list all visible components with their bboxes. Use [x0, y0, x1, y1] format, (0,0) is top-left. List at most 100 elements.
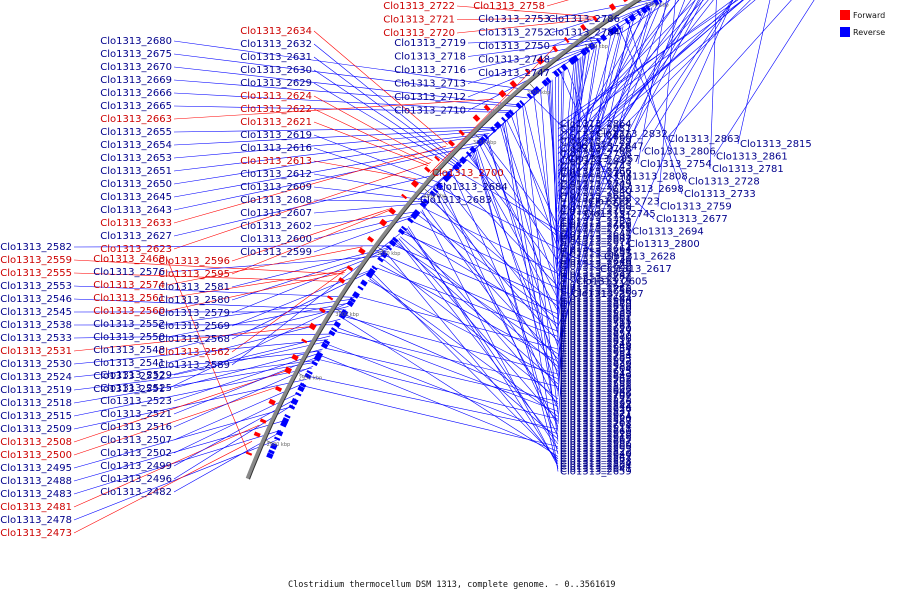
connector-line — [173, 162, 432, 250]
reverse-gene-feature — [333, 320, 341, 328]
gene-label: Clo1313_2691 — [560, 347, 632, 358]
reverse-gene-feature — [282, 417, 290, 423]
connector-line — [533, 95, 559, 280]
connector-line — [441, 186, 559, 437]
gene-label: Clo1313_2733 — [684, 189, 756, 200]
gene-label: Clo1313_2594 — [560, 459, 632, 470]
forward-gene-feature — [483, 104, 491, 112]
gene-label: Clo1313_2632 — [240, 39, 312, 50]
reverse-gene-feature — [556, 68, 563, 75]
reverse-gene-feature — [380, 250, 389, 259]
gene-label: Clo1313_2483 — [0, 489, 72, 500]
gene-label: Clo1313_2750 — [478, 41, 550, 52]
gene-label: Clo1313_2832 — [596, 129, 668, 140]
connector-line — [557, 27, 622, 272]
gene-label: Clo1313_2689 — [560, 299, 632, 310]
gene-label: Clo1313_2741 — [560, 212, 632, 223]
connector-line — [657, 0, 676, 207]
gene-label: Clo1313_2758 — [473, 1, 545, 12]
forward-gene-feature — [358, 247, 366, 255]
connector-line — [73, 379, 306, 430]
genome-title: Clostridium thermocellum DSM 1313, compl… — [288, 580, 616, 590]
gene-label: Clo1313_2730 — [560, 304, 632, 315]
gene-label: Clo1313_2542 — [560, 452, 632, 463]
scale-tick — [529, 83, 535, 89]
gene-label: Clo1313_2714 — [560, 174, 632, 185]
reverse-gene-feature — [455, 161, 463, 168]
backbone-ring — [245, 0, 642, 480]
gene-label: Clo1313_2680 — [100, 36, 172, 47]
forward-gene-feature — [367, 236, 375, 243]
gene-label: Clo1313_2644 — [560, 294, 632, 305]
reverse-gene-feature — [304, 372, 312, 380]
forward-gene-feature — [319, 307, 326, 314]
reverse-gene-feature — [290, 397, 299, 406]
connector-line — [313, 216, 414, 253]
gene-label: Clo1313_2789 — [560, 137, 632, 148]
gene-label: Clo1313_2576 — [93, 267, 165, 278]
gene-label: Clo1313_2700 — [432, 168, 504, 179]
connector-line — [73, 360, 317, 391]
connector-line — [551, 0, 659, 33]
reverse-gene-feature — [560, 63, 568, 72]
connector-line — [621, 0, 658, 20]
gene-label: Clo1313_2499 — [100, 461, 172, 472]
connector-line — [73, 367, 313, 417]
gene-label: Clo1313_2506 — [560, 442, 632, 453]
gene-label: Clo1313_2796 — [560, 149, 632, 160]
legend-reverse-swatch — [840, 27, 850, 37]
connector-line — [637, 0, 667, 165]
forward-gene-feature — [253, 431, 261, 438]
reverse-gene-feature — [297, 385, 305, 393]
gene-label: Clo1313_2711 — [560, 242, 632, 253]
reverse-gene-feature — [352, 291, 360, 299]
connector-line — [504, 121, 559, 432]
connector-line — [73, 259, 344, 275]
connector-line — [557, 26, 624, 310]
reverse-gene-feature — [490, 126, 497, 133]
reverse-gene-feature — [357, 285, 364, 291]
reverse-gene-feature — [616, 23, 622, 30]
gene-label: Clo1313_2641 — [560, 464, 632, 475]
reverse-gene-feature — [330, 327, 338, 333]
connector-line — [621, 0, 671, 33]
gene-label: Clo1313_2562 — [158, 347, 230, 358]
connector-line — [557, 31, 617, 225]
connector-line — [456, 17, 594, 20]
forward-gene-feature — [434, 155, 441, 162]
gene-label: Clo1313_2609 — [240, 182, 312, 193]
connector-line — [557, 60, 577, 297]
gene-label: Clo1313_2645 — [100, 192, 172, 203]
reverse-gene-feature — [401, 225, 408, 232]
connector-line — [173, 352, 321, 402]
reverse-gene-feature — [442, 174, 451, 183]
gene-label: Clo1313_2707 — [560, 392, 632, 403]
forward-gene-feature — [472, 114, 481, 122]
forward-gene-feature — [592, 15, 599, 23]
forward-gene-feature — [268, 398, 276, 406]
reverse-gene-feature — [288, 404, 296, 410]
connector-line — [343, 318, 559, 457]
connector-line — [451, 175, 559, 287]
gene-label: Clo1313_2665 — [100, 101, 172, 112]
connector-line — [173, 130, 493, 159]
connector-line — [173, 392, 300, 454]
reverse-gene-feature — [644, 4, 651, 11]
connector-line — [335, 331, 559, 387]
connector-line — [557, 7, 653, 345]
gene-label: Clo1313_2695 — [560, 249, 632, 260]
gene-label: Clo1313_2610 — [560, 302, 632, 313]
gene-label: Clo1313_2747 — [478, 68, 550, 79]
gene-label: Clo1313_2568 — [158, 334, 230, 345]
gene-label: Clo1313_2570 — [560, 332, 632, 343]
gene-label: Clo1313_2627 — [100, 231, 172, 242]
scale-tick — [336, 308, 342, 313]
gene-label: Clo1313_2768 — [560, 144, 632, 155]
connector-line — [313, 134, 442, 184]
gene-label: Clo1313_2516 — [100, 422, 172, 433]
reverse-gene-feature — [328, 330, 336, 337]
gene-label: Clo1313_2585 — [560, 379, 632, 390]
connector-line — [557, 70, 565, 340]
reverse-gene-feature — [545, 77, 552, 84]
connector-line — [166, 300, 353, 390]
